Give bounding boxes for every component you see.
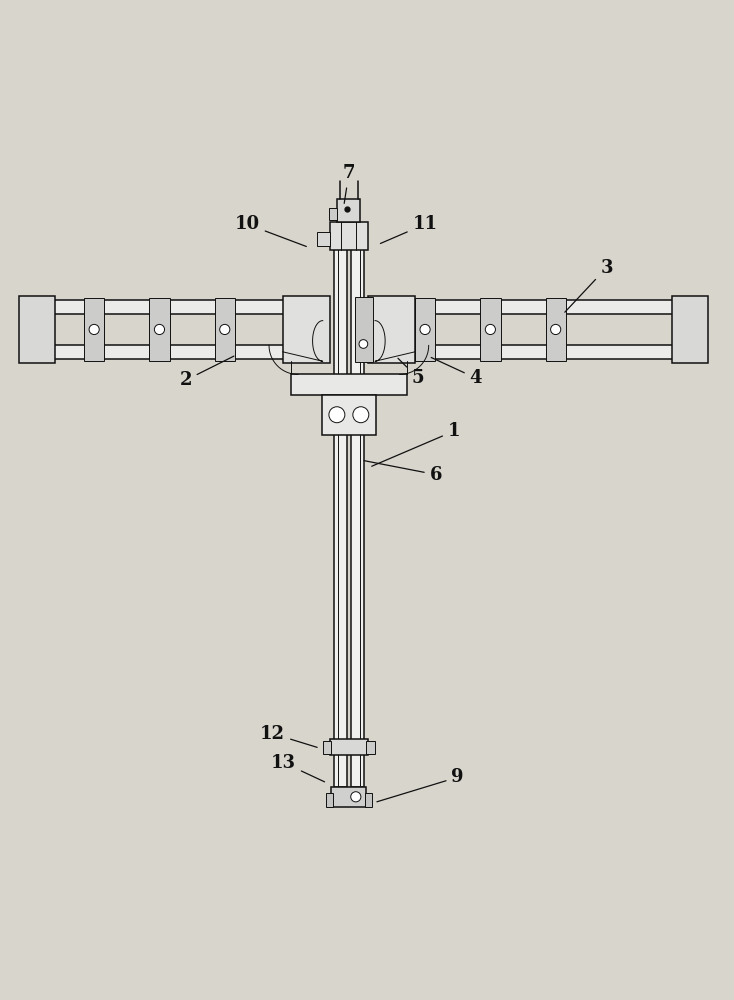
Bar	[368, 296, 415, 363]
Text: 4: 4	[431, 357, 482, 387]
Text: 13: 13	[271, 754, 324, 782]
Bar	[317, 232, 330, 246]
Bar	[480, 298, 501, 361]
Text: 6: 6	[364, 461, 442, 484]
Bar	[48, 345, 327, 359]
Bar	[337, 199, 360, 222]
Circle shape	[485, 324, 495, 335]
Bar	[283, 296, 330, 363]
Bar	[321, 395, 376, 435]
Text: 7: 7	[343, 164, 355, 203]
Text: 1: 1	[371, 422, 460, 466]
Circle shape	[89, 324, 99, 335]
Circle shape	[154, 324, 164, 335]
Bar	[48, 300, 327, 314]
Bar	[365, 793, 372, 807]
Bar	[672, 296, 708, 363]
Bar	[329, 208, 337, 220]
Text: 3: 3	[565, 259, 613, 312]
Bar	[545, 298, 566, 361]
Bar	[84, 298, 104, 361]
Bar	[415, 298, 435, 361]
Text: 12: 12	[260, 725, 317, 747]
Bar	[330, 222, 368, 250]
Text: 11: 11	[380, 215, 437, 243]
Bar	[332, 787, 366, 807]
Circle shape	[329, 407, 345, 423]
Bar	[291, 374, 407, 395]
Bar	[371, 300, 679, 314]
Circle shape	[353, 407, 368, 423]
Bar	[355, 297, 373, 362]
Circle shape	[351, 792, 361, 802]
Circle shape	[219, 324, 230, 335]
Bar	[149, 298, 170, 361]
Bar	[334, 224, 346, 787]
Text: 5: 5	[398, 358, 424, 387]
Bar	[18, 296, 55, 363]
Bar	[366, 741, 375, 754]
Bar	[323, 741, 332, 754]
Text: 9: 9	[377, 768, 464, 802]
Bar	[214, 298, 235, 361]
Bar	[351, 224, 364, 787]
Text: 2: 2	[179, 356, 234, 389]
Circle shape	[420, 324, 430, 335]
Circle shape	[550, 324, 561, 335]
Bar	[326, 793, 333, 807]
Bar	[330, 739, 368, 755]
Circle shape	[359, 340, 368, 348]
Text: 10: 10	[235, 215, 306, 246]
Bar	[371, 345, 679, 359]
